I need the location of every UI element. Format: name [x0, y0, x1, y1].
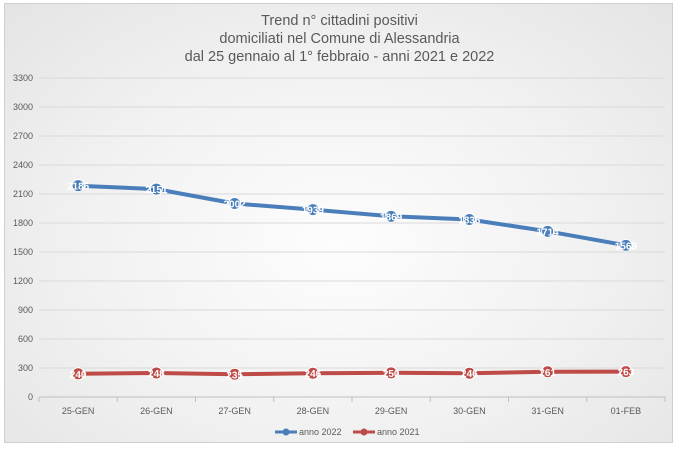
y-tick-label: 1800	[13, 218, 33, 228]
y-tick-label: 0	[28, 392, 33, 402]
data-label: 261	[539, 368, 556, 379]
x-tick-label: 30-GEN	[453, 406, 486, 416]
x-tick-label: 31-GEN	[531, 406, 564, 416]
data-point	[71, 367, 85, 381]
y-tick-label: 2700	[13, 131, 33, 141]
chart-title-line-1: Trend n° cittadini positivi	[261, 13, 418, 29]
data-point	[306, 203, 320, 217]
data-point	[228, 367, 242, 381]
x-tick-label: 01-FEB	[611, 406, 642, 416]
data-label: 250	[383, 369, 400, 380]
y-tick-label: 2100	[13, 189, 33, 199]
legend-label: anno 2022	[299, 427, 342, 437]
data-label: 248	[148, 369, 165, 380]
y-tick-label: 1500	[13, 247, 33, 257]
x-tick-label: 28-GEN	[297, 406, 330, 416]
data-point	[384, 209, 398, 223]
chart-title: Trend n° cittadini positivi domiciliati …	[5, 12, 674, 66]
data-label: 2002	[224, 199, 247, 210]
data-point	[306, 366, 320, 380]
data-label: 2186	[67, 182, 90, 193]
data-point	[149, 366, 163, 380]
chart-title-line-3: dal 25 gennaio al 1° febbraio - anni 202…	[184, 49, 495, 65]
data-label: 1569	[615, 241, 638, 252]
data-label: 1939	[302, 206, 325, 217]
x-tick-label: 25-GEN	[62, 406, 95, 416]
y-tick-label: 300	[18, 363, 33, 373]
y-tick-label: 3300	[13, 73, 33, 83]
legend-swatch-marker	[360, 428, 368, 436]
data-point	[462, 366, 476, 380]
y-tick-label: 1200	[13, 276, 33, 286]
y-tick-label: 900	[18, 305, 33, 315]
legend-label: anno 2021	[377, 427, 420, 437]
data-label: 263	[618, 368, 635, 379]
legend-swatch-marker	[282, 428, 290, 436]
data-label: 240	[70, 370, 87, 381]
data-point	[71, 179, 85, 193]
series-line-1	[76, 369, 628, 377]
data-label: 246	[305, 369, 322, 380]
data-point	[541, 365, 555, 379]
data-point	[541, 224, 555, 238]
data-label: 2151	[145, 185, 168, 196]
data-label: 1836	[458, 216, 481, 227]
data-point	[619, 365, 633, 379]
chart-frame: Trend n° cittadini positivi domiciliati …	[4, 3, 673, 443]
x-tick-label: 27-GEN	[218, 406, 251, 416]
data-point	[462, 213, 476, 227]
data-label: 1869	[380, 212, 403, 223]
data-point	[384, 366, 398, 380]
y-tick-label: 3000	[13, 102, 33, 112]
chart-plot: 0 300 600 900 1200 1500 1800 2100 2400 2700 3000 33…	[13, 73, 666, 437]
data-point	[228, 196, 242, 210]
y-tick-label: 2400	[13, 160, 33, 170]
x-tick-label: 26-GEN	[140, 406, 173, 416]
x-tick-label: 29-GEN	[375, 406, 408, 416]
series-line-0	[76, 183, 628, 248]
chart-title-line-2: domiciliati nel Comune di Alessandria	[219, 31, 460, 47]
data-label: 235	[226, 370, 243, 381]
data-point	[149, 182, 163, 196]
y-tick-label: 600	[18, 334, 33, 344]
data-point	[619, 238, 633, 252]
data-label: 246	[461, 369, 478, 380]
data-label: 1714	[537, 227, 560, 238]
